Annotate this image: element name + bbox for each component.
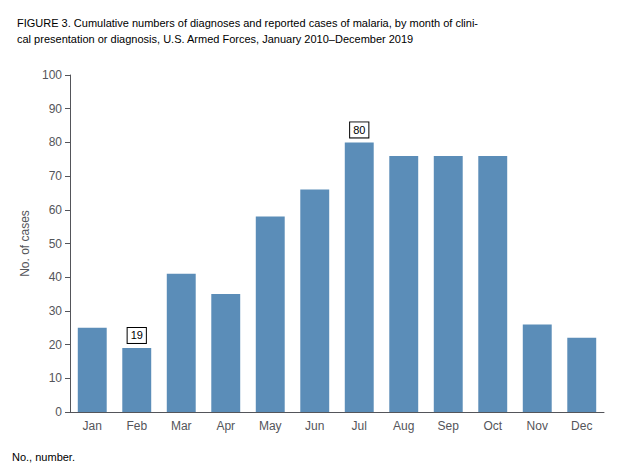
svg-text:10: 10 — [49, 371, 63, 385]
svg-text:May: May — [259, 419, 282, 433]
svg-text:Mar: Mar — [171, 419, 192, 433]
svg-text:20: 20 — [49, 338, 63, 352]
svg-text:19: 19 — [131, 329, 143, 341]
svg-text:60: 60 — [49, 203, 63, 217]
svg-text:80: 80 — [49, 135, 63, 149]
svg-text:Apr: Apr — [216, 419, 235, 433]
svg-text:90: 90 — [49, 102, 63, 116]
svg-text:50: 50 — [49, 237, 63, 251]
svg-text:cal presentation or diagnosis,: cal presentation or diagnosis, U.S. Arme… — [17, 33, 413, 45]
svg-text:Jan: Jan — [83, 419, 102, 433]
svg-text:FIGURE 3. Cumulative numbers o: FIGURE 3. Cumulative numbers of diagnose… — [17, 17, 478, 29]
svg-text:No., number.: No., number. — [12, 451, 75, 463]
svg-text:0: 0 — [55, 405, 62, 419]
svg-text:Feb: Feb — [126, 419, 147, 433]
svg-text:30: 30 — [49, 304, 63, 318]
svg-text:Jul: Jul — [352, 419, 367, 433]
svg-text:Aug: Aug — [393, 419, 414, 433]
svg-text:70: 70 — [49, 169, 63, 183]
svg-text:80: 80 — [353, 124, 365, 136]
svg-text:Sep: Sep — [438, 419, 460, 433]
svg-text:40: 40 — [49, 270, 63, 284]
svg-text:No. of cases: No. of cases — [18, 210, 32, 277]
svg-text:Dec: Dec — [571, 419, 592, 433]
svg-text:Jun: Jun — [305, 419, 324, 433]
svg-text:Oct: Oct — [483, 419, 502, 433]
svg-text:Nov: Nov — [527, 419, 548, 433]
svg-text:100: 100 — [42, 68, 62, 82]
